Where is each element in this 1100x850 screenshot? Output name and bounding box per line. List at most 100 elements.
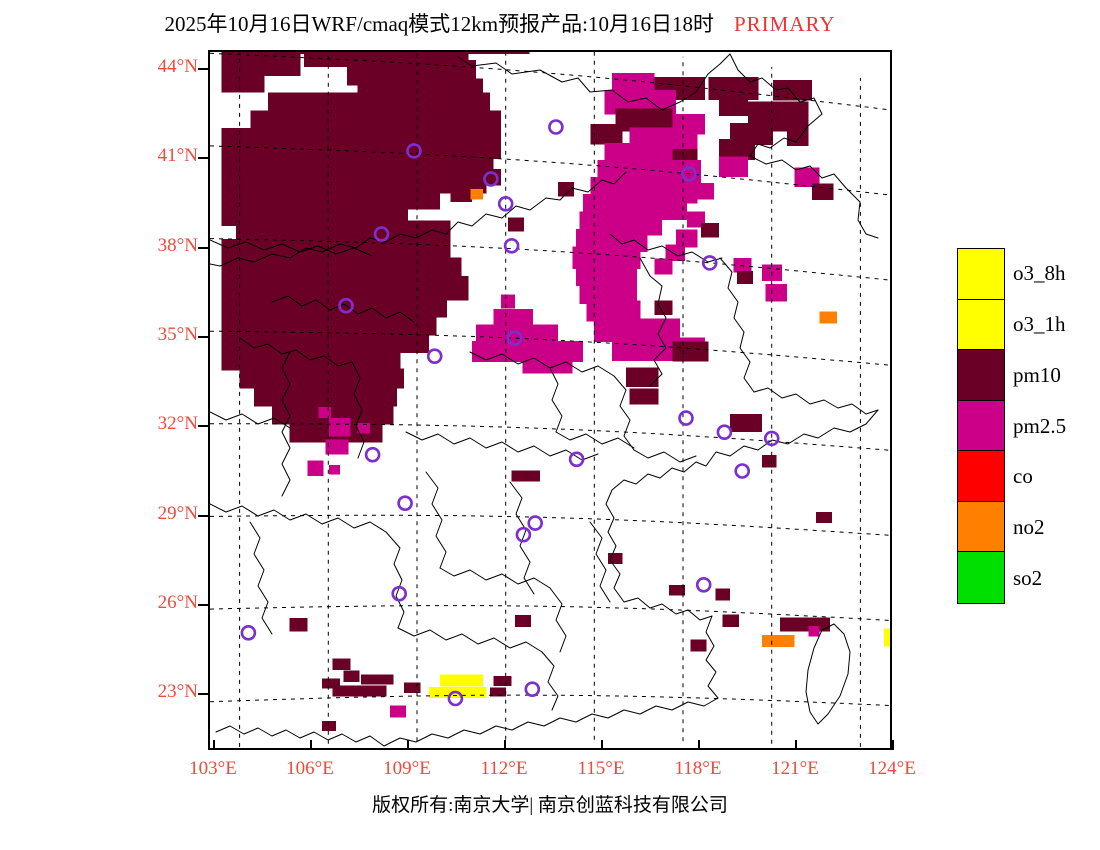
- pollutant-cell-pm10: [719, 139, 755, 161]
- primary-tag-label: PRIMARY: [733, 12, 836, 36]
- hebei-shandong-line: [719, 257, 755, 393]
- pollutant-cell-no2: [762, 635, 795, 647]
- pollutant-cell-pm10: [669, 584, 686, 596]
- province-line-sw-2: [210, 503, 387, 533]
- province-line-guangxi-north: [397, 627, 543, 653]
- pollutant-cell-no2: [470, 189, 483, 200]
- station-marker[interactable]: [568, 451, 585, 468]
- y-axis-tick: [198, 68, 208, 70]
- pollutant-cell-o3_1h: [883, 628, 890, 647]
- station-marker[interactable]: [734, 463, 751, 479]
- province-line-jiangxi-guangdong: [549, 587, 567, 653]
- pollutant-cell-pm2-5: [733, 257, 752, 273]
- station-marker[interactable]: [483, 171, 499, 187]
- pollutant-cell-pm2-5: [676, 229, 698, 248]
- station-marker[interactable]: [338, 297, 354, 314]
- y-axis-tick-label: 32°N: [157, 413, 198, 435]
- pollutant-cell-pm2-5: [472, 340, 584, 363]
- graticule-parallel-38N: [210, 238, 890, 281]
- legend-label-so2: so2: [1013, 566, 1043, 591]
- province-line-nw-3: [239, 337, 353, 367]
- pollutant-cell-pm2-5: [329, 465, 340, 475]
- pollutant-cell-pm10: [708, 76, 759, 100]
- station-marker[interactable]: [240, 624, 257, 641]
- page-title: 2025年10月16日WRF/cmaq模式12km预报产品:10月16日18时: [164, 12, 714, 36]
- station-marker[interactable]: [373, 226, 390, 242]
- legend-swatch-no2[interactable]: [958, 501, 1004, 553]
- legend-swatch-o3_1h[interactable]: [958, 299, 1004, 351]
- station-marker[interactable]: [548, 119, 564, 135]
- pollutant-cell-pm2-5: [686, 211, 705, 228]
- province-line-yunnan-east: [249, 521, 273, 635]
- geography-layer: [210, 53, 879, 747]
- legend-label-no2: no2: [1013, 515, 1045, 540]
- pollutant-cell-pm2-5: [794, 167, 820, 188]
- station-marker[interactable]: [515, 526, 532, 543]
- pollutant-cell-pm10: [558, 181, 575, 197]
- pollutant-cell-pm2-5: [665, 244, 686, 261]
- y-axis-tick: [198, 335, 208, 338]
- province-line-jiangxi-fujian: [589, 521, 611, 603]
- station-marker[interactable]: [364, 446, 381, 463]
- pollutant-cell-pm10: [490, 687, 507, 697]
- pollutant-cell-pm10: [719, 97, 748, 117]
- pollutant-cell-pm2-5: [389, 705, 406, 718]
- station-marker[interactable]: [681, 166, 697, 182]
- x-axis-tick-label: 112°E: [480, 758, 528, 779]
- station-marker[interactable]: [695, 576, 712, 593]
- province-line-hunan-south: [439, 567, 551, 589]
- station-marker[interactable]: [447, 690, 464, 707]
- station-marker[interactable]: [391, 585, 407, 602]
- shandong-north-coast: [753, 387, 879, 415]
- x-axis-tick-label: 103°E: [189, 758, 237, 779]
- east-coast-line: [605, 489, 625, 603]
- legend-swatch-pm2-5[interactable]: [958, 400, 1004, 452]
- pollutant-cell-pm2-5: [593, 318, 680, 342]
- station-marker[interactable]: [527, 515, 544, 531]
- station-marker[interactable]: [716, 424, 733, 441]
- pollutant-cell-pm10: [672, 341, 709, 362]
- graticule-parallel-41N: [210, 145, 890, 196]
- pollutant-cell-pm10: [221, 53, 301, 76]
- station-marker[interactable]: [406, 143, 422, 159]
- pollutant-cell-pm10: [762, 455, 777, 468]
- pollutant-cell-pm10: [253, 386, 398, 407]
- station-marker[interactable]: [506, 330, 523, 347]
- x-axis-tick: [892, 740, 894, 750]
- station-marker[interactable]: [701, 255, 718, 271]
- pollutant-cell-pm2-5: [719, 156, 748, 177]
- graticule-parallel-35N: [210, 330, 890, 366]
- station-marker[interactable]: [397, 495, 413, 512]
- pollutant-cell-pm2-5: [357, 422, 371, 434]
- pollutant-legend-labels: o3_8h o3_1h pm10 pm2.5 co no2 so2: [1013, 248, 1100, 604]
- legend-swatch-co[interactable]: [958, 451, 1004, 502]
- station-marker[interactable]: [497, 196, 514, 212]
- pollutant-cell-pm10: [715, 588, 730, 601]
- pollutant-cell-pm2-5: [694, 183, 714, 200]
- province-line-nw-2: [271, 295, 415, 323]
- station-marker[interactable]: [678, 410, 694, 426]
- inner-mongolia-border: [210, 171, 627, 267]
- x-axis-tick: [310, 740, 312, 750]
- pollutant-cell-pm2-5: [493, 308, 534, 328]
- pollutant-legend[interactable]: [957, 248, 1005, 604]
- y-axis-tick-label: 35°N: [157, 323, 198, 345]
- legend-swatch-so2[interactable]: [958, 552, 1004, 603]
- legend-swatch-pm10[interactable]: [958, 350, 1004, 401]
- pollutant-cell-pm2-5: [572, 246, 641, 269]
- copyright-footer: 版权所有:南京大学| 南京创蓝科技有限公司: [372, 795, 728, 816]
- pollutant-cell-pm10: [737, 271, 754, 285]
- province-line-anhui-jiangsu: [613, 375, 635, 451]
- pollutant-cell-pm10: [701, 222, 720, 238]
- pollutant-cell-o3_1h: [439, 674, 483, 687]
- station-marker[interactable]: [503, 238, 520, 254]
- legend-swatch-o3_8h[interactable]: [958, 249, 1004, 300]
- pollutant-cell-pm10: [690, 639, 707, 652]
- station-marker[interactable]: [524, 681, 541, 698]
- station-marker[interactable]: [426, 348, 443, 365]
- station-marker[interactable]: [763, 430, 780, 447]
- y-axis-tick-label: 23°N: [157, 681, 198, 703]
- x-axis-tick-label: 124°E: [868, 758, 916, 779]
- forecast-map[interactable]: [208, 50, 892, 750]
- pollutant-cell-pm10: [626, 367, 659, 388]
